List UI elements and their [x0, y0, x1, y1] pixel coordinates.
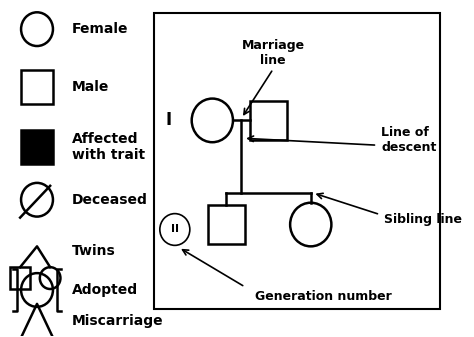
Bar: [21, 70, 53, 103]
Bar: [10, 267, 30, 289]
Text: Female: Female: [72, 22, 128, 36]
Bar: [208, 205, 245, 244]
Text: Generation number: Generation number: [255, 290, 391, 303]
Text: II: II: [171, 224, 179, 235]
Text: Male: Male: [72, 80, 109, 94]
Text: Adopted: Adopted: [72, 283, 138, 297]
Bar: [250, 100, 287, 140]
Text: Twins: Twins: [72, 244, 116, 258]
Text: Miscarriage: Miscarriage: [72, 314, 164, 328]
Text: Line of
descent: Line of descent: [381, 126, 437, 154]
Bar: [154, 13, 440, 309]
Text: Marriage
line: Marriage line: [242, 39, 305, 67]
Text: I: I: [165, 112, 171, 129]
Text: Deceased: Deceased: [72, 193, 147, 207]
Bar: [21, 130, 53, 164]
Text: Sibling line: Sibling line: [384, 213, 462, 226]
Text: Affected
with trait: Affected with trait: [72, 132, 145, 162]
